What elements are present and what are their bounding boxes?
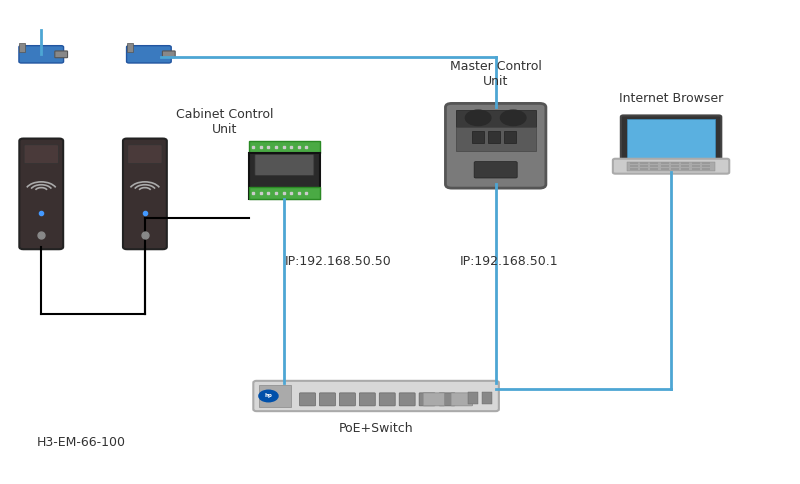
FancyBboxPatch shape bbox=[55, 51, 67, 58]
Bar bbox=[259, 385, 290, 407]
FancyBboxPatch shape bbox=[379, 393, 395, 406]
Text: PoE+Switch: PoE+Switch bbox=[338, 423, 414, 436]
FancyBboxPatch shape bbox=[249, 153, 320, 199]
Bar bbox=[19, 43, 26, 52]
FancyBboxPatch shape bbox=[299, 393, 315, 406]
Bar bbox=[682, 168, 690, 170]
FancyBboxPatch shape bbox=[621, 116, 722, 162]
Bar bbox=[682, 165, 690, 167]
Text: IP:192.168.50.1: IP:192.168.50.1 bbox=[460, 255, 558, 268]
Text: Master Control
Unit: Master Control Unit bbox=[450, 60, 542, 88]
Bar bbox=[671, 168, 679, 170]
Text: Cabinet Control
Unit: Cabinet Control Unit bbox=[176, 108, 274, 136]
Bar bbox=[650, 168, 658, 170]
FancyBboxPatch shape bbox=[423, 393, 445, 406]
Bar bbox=[627, 162, 715, 171]
Bar bbox=[702, 162, 710, 164]
Bar bbox=[472, 131, 484, 143]
Bar bbox=[661, 168, 669, 170]
Bar bbox=[630, 165, 638, 167]
Bar bbox=[702, 165, 710, 167]
Bar bbox=[482, 393, 493, 405]
Bar bbox=[661, 162, 669, 164]
FancyBboxPatch shape bbox=[613, 159, 730, 174]
Circle shape bbox=[466, 110, 491, 125]
FancyBboxPatch shape bbox=[359, 393, 375, 406]
Bar bbox=[630, 162, 638, 164]
Bar bbox=[650, 162, 658, 164]
Bar bbox=[249, 141, 320, 153]
Bar bbox=[692, 165, 700, 167]
FancyBboxPatch shape bbox=[451, 393, 473, 406]
Bar bbox=[682, 162, 690, 164]
FancyBboxPatch shape bbox=[19, 138, 63, 249]
FancyBboxPatch shape bbox=[446, 104, 546, 188]
Bar bbox=[249, 187, 320, 199]
Bar bbox=[640, 168, 648, 170]
Bar bbox=[671, 162, 679, 164]
Bar bbox=[630, 168, 638, 170]
FancyBboxPatch shape bbox=[254, 381, 499, 411]
FancyBboxPatch shape bbox=[339, 393, 355, 406]
Bar bbox=[650, 165, 658, 167]
Bar bbox=[692, 162, 700, 164]
FancyBboxPatch shape bbox=[126, 45, 171, 63]
Text: hp: hp bbox=[265, 393, 272, 398]
FancyBboxPatch shape bbox=[474, 162, 517, 178]
Bar bbox=[456, 126, 535, 151]
FancyBboxPatch shape bbox=[627, 119, 715, 158]
Bar bbox=[640, 165, 648, 167]
Bar bbox=[661, 165, 669, 167]
Bar bbox=[456, 110, 535, 126]
Circle shape bbox=[501, 110, 526, 125]
Bar bbox=[671, 165, 679, 167]
Text: Internet Browser: Internet Browser bbox=[619, 92, 723, 105]
FancyBboxPatch shape bbox=[399, 393, 415, 406]
FancyBboxPatch shape bbox=[24, 145, 58, 164]
Bar bbox=[468, 393, 478, 405]
FancyBboxPatch shape bbox=[19, 45, 63, 63]
FancyBboxPatch shape bbox=[439, 393, 455, 406]
FancyBboxPatch shape bbox=[128, 145, 162, 164]
Bar bbox=[692, 168, 700, 170]
FancyBboxPatch shape bbox=[162, 51, 175, 58]
Text: H3-EM-66-100: H3-EM-66-100 bbox=[37, 436, 126, 449]
Text: IP:192.168.50.50: IP:192.168.50.50 bbox=[285, 255, 391, 268]
FancyBboxPatch shape bbox=[319, 393, 335, 406]
FancyBboxPatch shape bbox=[255, 154, 314, 176]
Bar bbox=[488, 131, 500, 143]
Circle shape bbox=[259, 390, 278, 402]
Bar bbox=[126, 43, 133, 52]
Bar bbox=[504, 131, 515, 143]
Bar bbox=[702, 168, 710, 170]
FancyBboxPatch shape bbox=[419, 393, 435, 406]
Bar bbox=[640, 162, 648, 164]
FancyBboxPatch shape bbox=[123, 138, 167, 249]
